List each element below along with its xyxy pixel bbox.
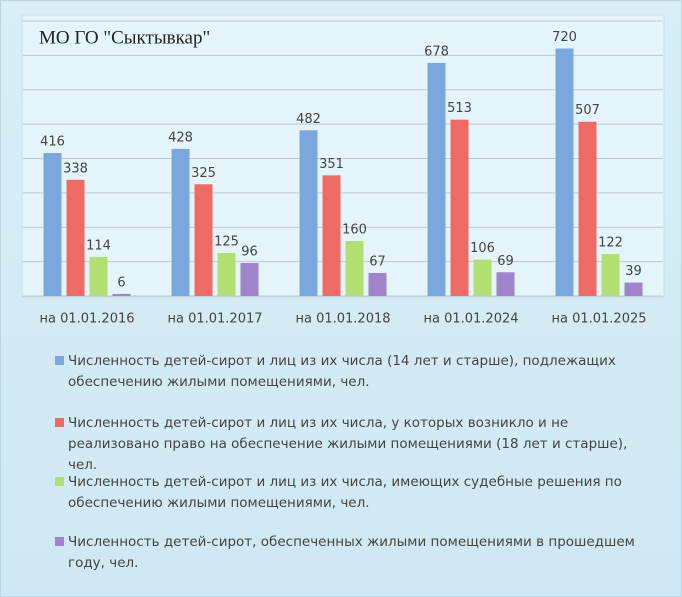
legend-entry: Численность детей-сирот и лиц из их числ… [55,413,655,476]
bar [43,153,62,296]
bar [578,121,597,296]
bar [450,119,469,296]
bar [601,254,620,296]
legend-entry: Численность детей-сирот и лиц из их числ… [55,351,655,393]
legend-label: Численность детей-сирот, обеспеченных жи… [68,534,635,571]
x-tick-label: на 01.01.2017 [167,312,262,327]
bar [322,175,341,296]
x-tick-label: на 01.01.2018 [295,312,390,327]
bar [368,272,387,296]
bar [473,259,492,296]
legend-entry: Численность детей-сирот, обеспеченных жи… [55,532,655,574]
x-tick-label: на 01.01.2025 [551,312,646,327]
bar [555,48,574,296]
data-label: 513 [447,101,472,116]
data-label: 125 [214,235,239,250]
bar [496,272,515,296]
data-label: 416 [40,135,65,150]
data-label: 678 [424,44,449,59]
bar [66,179,85,296]
bar [89,256,108,296]
legend-swatch [55,356,64,365]
data-label: 67 [369,254,386,269]
data-label: 39 [625,264,642,279]
bar [299,130,318,296]
chart-title: МО ГО "Сыктывкар" [39,27,210,48]
x-tick-label: на 01.01.2016 [39,312,134,327]
bar [217,253,236,296]
data-label: 96 [241,245,258,260]
data-label: 351 [319,157,344,172]
data-label: 482 [296,112,321,127]
legend-swatch [55,537,64,546]
data-label: 338 [63,161,88,176]
bar [171,148,190,296]
data-label: 507 [575,103,600,118]
legend-entry: Численность детей-сирот и лиц из их числ… [55,472,655,514]
bar [345,241,364,296]
legend-label: Численность детей-сирот и лиц из их числ… [68,353,616,390]
bar [624,282,643,296]
data-label: 122 [598,236,623,251]
legend-label: Численность детей-сирот и лиц из их числ… [68,415,628,473]
bar [240,263,259,296]
data-label: 106 [470,241,495,256]
data-label: 428 [168,130,193,145]
bar [112,293,131,296]
bar [427,62,446,296]
data-label: 69 [497,254,514,269]
data-label: 720 [552,30,577,45]
data-label: 6 [117,275,125,290]
data-label: 325 [191,166,216,181]
data-label: 114 [86,238,111,253]
data-label: 160 [342,223,367,238]
legend-swatch [55,477,64,486]
bar [194,184,213,296]
legend-swatch [55,418,64,427]
x-tick-label: на 01.01.2024 [423,312,518,327]
legend-label: Численность детей-сирот и лиц из их числ… [68,474,622,511]
